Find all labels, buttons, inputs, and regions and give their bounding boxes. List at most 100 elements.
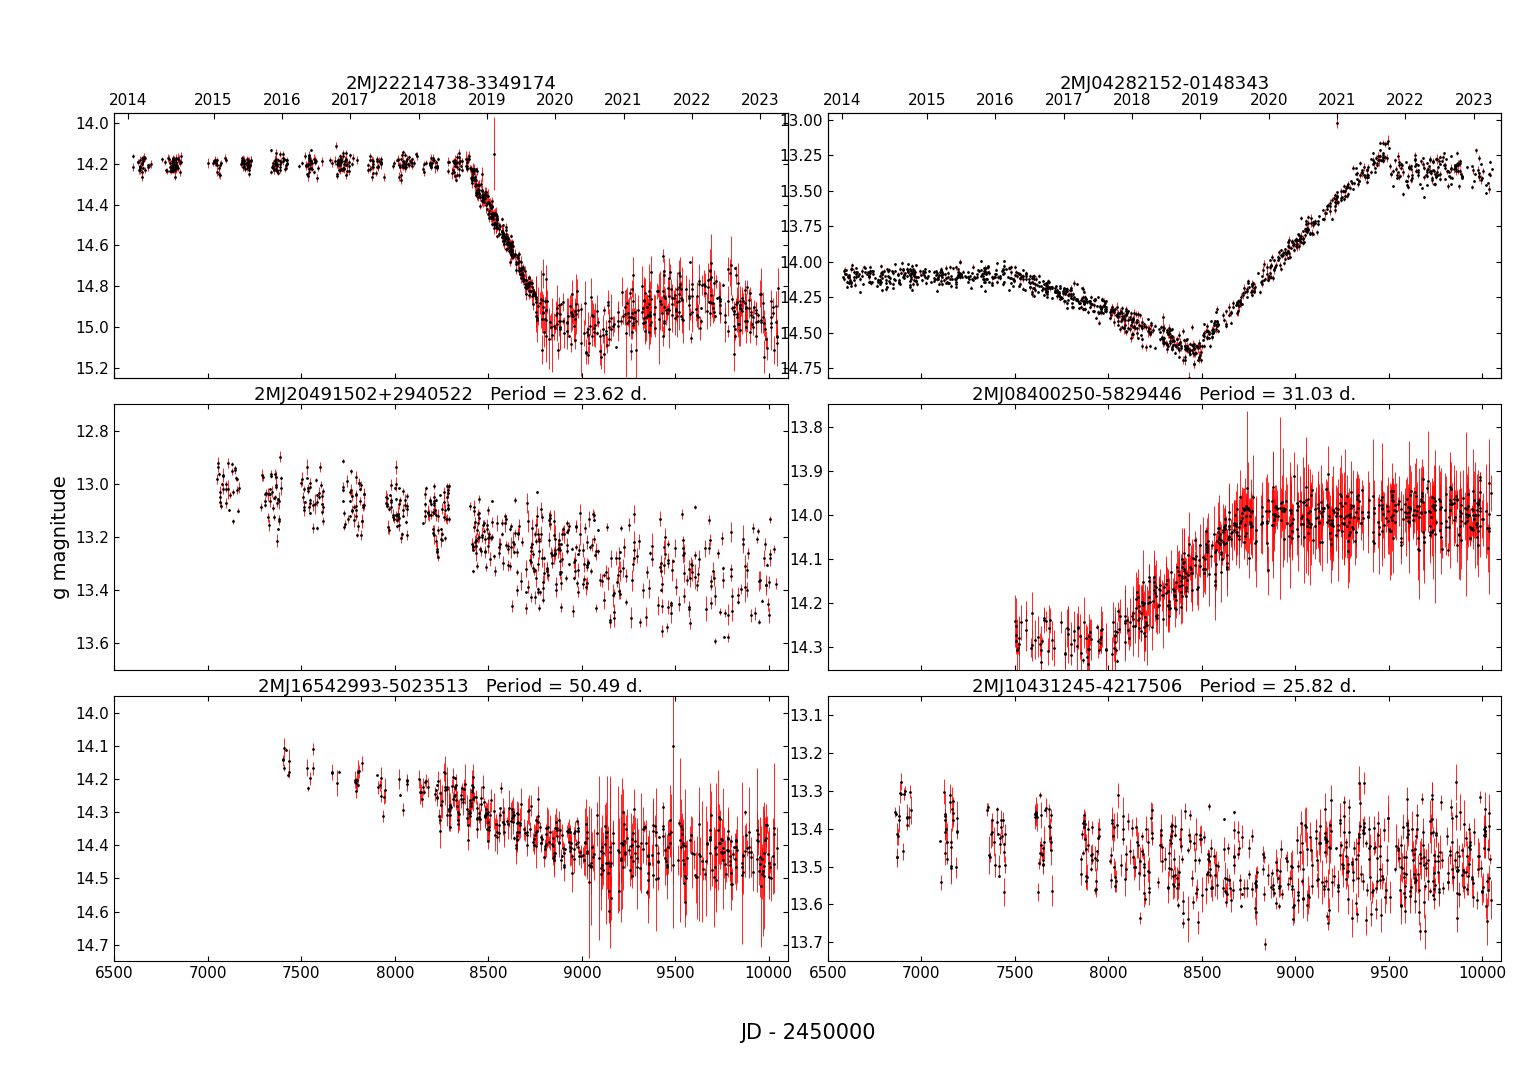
Point bbox=[1341, 497, 1366, 514]
Point bbox=[1288, 492, 1312, 509]
Point bbox=[1146, 597, 1170, 614]
Point bbox=[1334, 847, 1358, 865]
Point bbox=[1394, 865, 1419, 882]
Point bbox=[716, 606, 741, 623]
Point bbox=[596, 882, 620, 899]
Point bbox=[710, 529, 735, 547]
Point bbox=[1141, 568, 1166, 585]
Point bbox=[1201, 847, 1225, 865]
Point bbox=[1458, 529, 1483, 547]
Point bbox=[753, 320, 777, 337]
Point bbox=[1457, 856, 1481, 873]
Point bbox=[1070, 814, 1094, 831]
Point bbox=[1024, 807, 1049, 824]
Point bbox=[395, 526, 419, 543]
Point bbox=[733, 842, 757, 859]
Point bbox=[1315, 498, 1340, 516]
Point bbox=[1102, 877, 1126, 895]
Point bbox=[1452, 499, 1477, 517]
Point bbox=[943, 274, 968, 291]
Point bbox=[971, 267, 995, 285]
Point bbox=[492, 514, 517, 532]
Point bbox=[538, 824, 562, 841]
Point bbox=[927, 266, 951, 284]
Point bbox=[1449, 866, 1474, 883]
Point bbox=[1457, 839, 1481, 856]
Point bbox=[1361, 488, 1385, 505]
Point bbox=[1084, 882, 1108, 899]
Point bbox=[1052, 293, 1076, 310]
Point bbox=[654, 853, 678, 870]
Point bbox=[1256, 866, 1280, 883]
Point bbox=[657, 321, 681, 338]
Point bbox=[413, 495, 437, 512]
Point bbox=[904, 257, 928, 274]
Point bbox=[1469, 170, 1494, 187]
Point bbox=[482, 802, 506, 819]
Point bbox=[1288, 230, 1312, 247]
Point bbox=[1286, 887, 1311, 904]
Point bbox=[1420, 824, 1445, 841]
Point bbox=[1384, 166, 1408, 184]
Point bbox=[517, 802, 541, 819]
Point bbox=[552, 324, 576, 342]
Point bbox=[427, 808, 451, 825]
Point bbox=[1320, 517, 1344, 534]
Point bbox=[474, 186, 498, 203]
Point bbox=[937, 786, 962, 803]
Point bbox=[1175, 571, 1199, 589]
Point bbox=[1312, 843, 1337, 860]
Point bbox=[1266, 869, 1291, 886]
Point bbox=[1196, 845, 1221, 862]
Point bbox=[1455, 485, 1480, 503]
Point bbox=[1285, 232, 1309, 249]
Point bbox=[1042, 282, 1067, 300]
Point bbox=[1297, 888, 1321, 905]
Point bbox=[506, 255, 530, 272]
Point bbox=[1102, 613, 1126, 630]
Point bbox=[1361, 523, 1385, 540]
Point bbox=[433, 502, 457, 519]
Point bbox=[437, 818, 462, 836]
Point bbox=[1343, 840, 1367, 857]
Point bbox=[538, 511, 562, 528]
Point bbox=[447, 803, 471, 821]
Point bbox=[410, 160, 434, 177]
Point bbox=[547, 535, 572, 552]
Point bbox=[1262, 885, 1286, 902]
Point bbox=[1295, 491, 1320, 508]
Point bbox=[469, 188, 494, 205]
Point bbox=[1065, 292, 1090, 309]
Point bbox=[1451, 490, 1475, 507]
Point bbox=[948, 253, 972, 271]
Point bbox=[1152, 578, 1177, 595]
Point bbox=[936, 264, 960, 281]
Point bbox=[543, 526, 567, 543]
Point bbox=[703, 839, 727, 856]
Point bbox=[575, 324, 599, 342]
Point bbox=[1457, 821, 1481, 838]
Point bbox=[1263, 497, 1288, 514]
Point bbox=[1468, 483, 1492, 500]
Point bbox=[526, 808, 550, 825]
Point bbox=[305, 520, 329, 537]
Point bbox=[1372, 517, 1396, 534]
Point bbox=[671, 311, 695, 329]
Point bbox=[203, 154, 227, 171]
Point bbox=[302, 519, 326, 536]
Point bbox=[530, 830, 555, 847]
Point bbox=[1404, 162, 1428, 179]
Point bbox=[1269, 261, 1294, 278]
Point bbox=[1410, 824, 1434, 841]
Point bbox=[989, 818, 1013, 836]
Point bbox=[1468, 471, 1492, 489]
Point bbox=[512, 275, 536, 292]
Point bbox=[491, 233, 515, 250]
Point bbox=[1414, 860, 1439, 877]
Point bbox=[1180, 564, 1204, 581]
Point bbox=[1428, 493, 1452, 510]
Point bbox=[340, 156, 364, 173]
Point bbox=[232, 153, 256, 170]
Point bbox=[482, 548, 506, 565]
Point bbox=[834, 262, 858, 279]
